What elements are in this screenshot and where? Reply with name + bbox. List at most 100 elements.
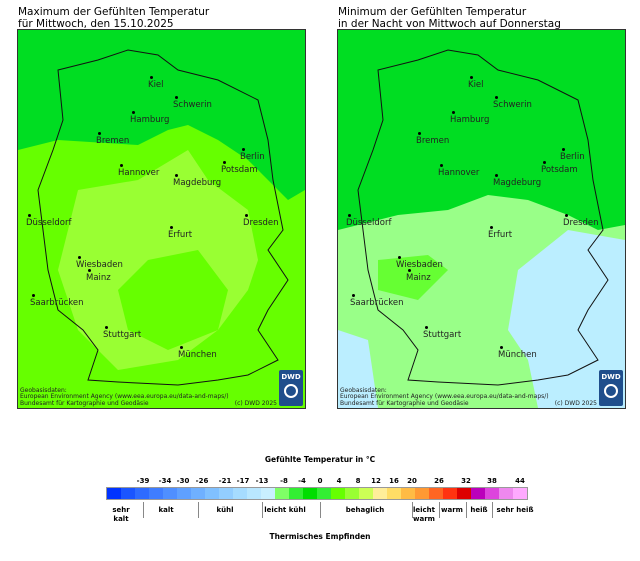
legend-swatch xyxy=(485,488,499,499)
legend-swatch xyxy=(415,488,429,499)
dwd-logo-icon: DWD xyxy=(279,370,303,406)
legend-category-label: kühl xyxy=(216,506,234,514)
city-label: Hannover xyxy=(438,168,480,178)
city-label: Stuttgart xyxy=(423,330,462,340)
legend-tick-label: 4 xyxy=(336,477,342,485)
legend-swatch xyxy=(317,488,331,499)
legend-swatch xyxy=(457,488,471,499)
city-dot xyxy=(132,111,135,114)
city-dot xyxy=(500,346,503,349)
city-dot xyxy=(170,226,173,229)
legend-swatch xyxy=(205,488,219,499)
city-label: Magdeburg xyxy=(493,178,542,188)
city-label: Dresden xyxy=(563,218,599,228)
city-label: Saarbrücken xyxy=(350,298,404,308)
legend-tick-label: -17 xyxy=(236,477,250,485)
city-label: Dresden xyxy=(243,218,279,228)
legend-tick-label: 38 xyxy=(487,477,497,485)
city-label: Potsdam xyxy=(541,165,578,175)
city-label: Kiel xyxy=(468,80,484,90)
legend-swatch xyxy=(247,488,261,499)
city-dot xyxy=(418,132,421,135)
city-dot xyxy=(440,164,443,167)
legend-swatch xyxy=(219,488,233,499)
city-dot xyxy=(543,161,546,164)
city-dot xyxy=(562,148,565,151)
legend-tick-label: -26 xyxy=(195,477,209,485)
city-dot xyxy=(120,164,123,167)
legend-tick-label: -4 xyxy=(298,477,306,485)
map-copyright: (c) DWD 2025 xyxy=(554,400,597,407)
city-label: Mainz xyxy=(86,273,111,283)
city-dot xyxy=(495,174,498,177)
legend-category-label: leicht kühl xyxy=(264,506,306,514)
city-dot xyxy=(175,96,178,99)
city-dot xyxy=(452,111,455,114)
city-dot xyxy=(98,132,101,135)
city-label: Düsseldorf xyxy=(346,218,392,228)
city-label: Stuttgart xyxy=(103,330,142,340)
city-dot xyxy=(470,76,473,79)
city-label: Berlin xyxy=(240,152,265,162)
left-map-graphic xyxy=(18,30,305,408)
city-label: Wiesbaden xyxy=(396,260,443,270)
city-dot xyxy=(495,96,498,99)
legend-swatch xyxy=(149,488,163,499)
legend-tick-label: 8 xyxy=(355,477,361,485)
city-label: Berlin xyxy=(560,152,585,162)
city-label: Erfurt xyxy=(488,230,513,240)
city-dot xyxy=(408,269,411,272)
legend-tick-label: -34 xyxy=(158,477,172,485)
legend-category-label: sehr kalt xyxy=(112,506,130,523)
city-dot xyxy=(348,214,351,217)
legend-category-label: leicht warm xyxy=(412,506,436,523)
legend-category-label: heiß xyxy=(470,506,488,514)
city-dot xyxy=(180,346,183,349)
legend-swatch xyxy=(387,488,401,499)
city-label: Schwerin xyxy=(493,100,532,110)
legend-category-label: kalt xyxy=(158,506,174,514)
legend-swatch xyxy=(443,488,457,499)
city-label: Hannover xyxy=(118,168,160,178)
city-label: Wiesbaden xyxy=(76,260,123,270)
city-label: Schwerin xyxy=(173,100,212,110)
legend-swatch xyxy=(233,488,247,499)
left-map-title: Maximum der Gefühlten Temperatur für Mit… xyxy=(18,6,210,30)
legend-swatch xyxy=(191,488,205,499)
legend-separator xyxy=(262,502,263,518)
city-dot xyxy=(88,269,91,272)
city-label: München xyxy=(498,350,537,360)
legend-tick-label: -21 xyxy=(218,477,232,485)
city-dot xyxy=(105,326,108,329)
right-map: Kiel Hamburg Schwerin Bremen Hannover Berlin P… xyxy=(337,29,626,409)
city-dot xyxy=(78,256,81,259)
legend-separator xyxy=(320,502,321,518)
legend-separator xyxy=(492,502,493,518)
legend-swatch xyxy=(289,488,303,499)
city-dot xyxy=(32,294,35,297)
city-label: Düsseldorf xyxy=(26,218,72,228)
city-label: Potsdam xyxy=(221,165,258,175)
city-label: Magdeburg xyxy=(173,178,222,188)
city-dot xyxy=(398,256,401,259)
city-label: Saarbrücken xyxy=(30,298,84,308)
legend-swatch xyxy=(303,488,317,499)
city-dot xyxy=(245,214,248,217)
legend-tick-label: 0 xyxy=(317,477,323,485)
legend-swatch xyxy=(177,488,191,499)
legend-title: Gefühlte Temperatur in °C xyxy=(264,455,376,464)
legend-category-label: sehr heiß xyxy=(496,506,534,514)
legend-tick-label: -39 xyxy=(136,477,150,485)
legend-swatch xyxy=(275,488,289,499)
legend-separator xyxy=(466,502,467,518)
legend-separator xyxy=(439,502,440,518)
right-map-title: Minimum der Gefühlten Temperatur in der … xyxy=(338,6,561,30)
legend-footer: Thermisches Empfinden xyxy=(269,532,371,541)
city-dot xyxy=(242,148,245,151)
city-dot xyxy=(150,76,153,79)
city-dot xyxy=(28,214,31,217)
legend-swatch xyxy=(373,488,387,499)
legend-color-bar xyxy=(106,487,528,500)
city-dot xyxy=(223,161,226,164)
legend-tick-label: 16 xyxy=(389,477,399,485)
